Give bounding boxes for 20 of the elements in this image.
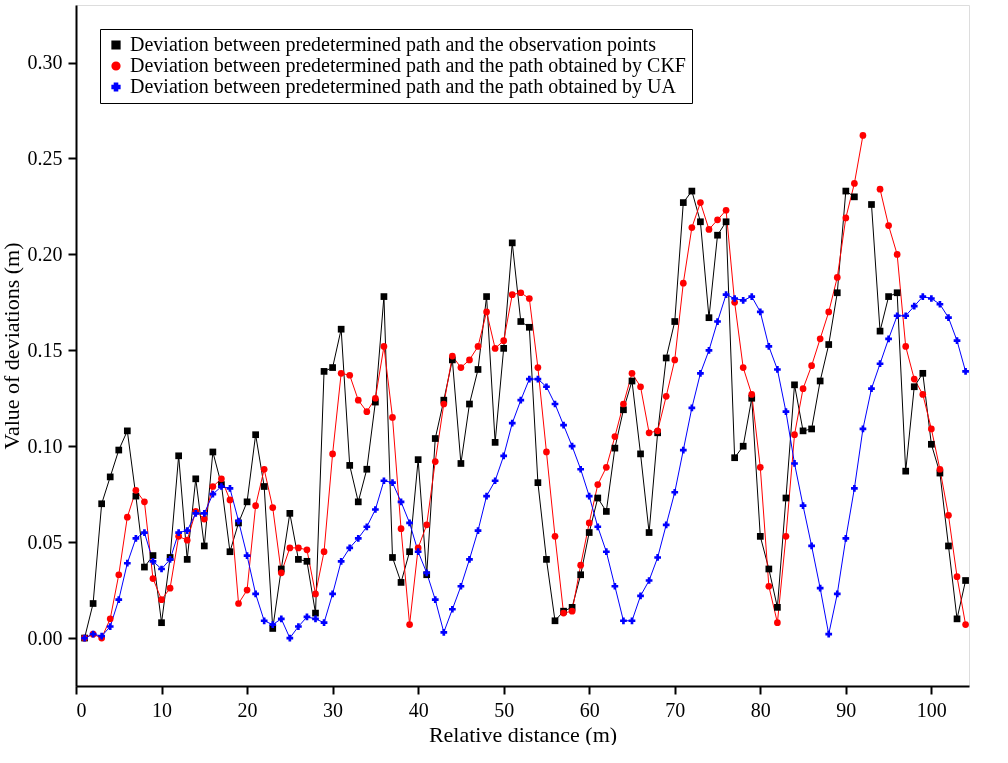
y-tick-label: 0.15 [27, 338, 63, 361]
y-tick-label: 0.00 [27, 626, 63, 649]
x-tick-label: 80 [750, 698, 771, 721]
x-tick-label: 50 [494, 698, 515, 721]
x-tick-label: 90 [836, 698, 857, 721]
x-tick-label: 60 [579, 698, 600, 721]
x-tick-label: 70 [665, 698, 686, 721]
legend-label: Deviation between predetermined path and the observation points [130, 33, 657, 56]
x-tick-label: 0 [76, 698, 87, 721]
y-tick-label: 0.30 [27, 51, 63, 74]
y-axis-title: Value of deviations (m) [0, 242, 24, 450]
x-tick-label: 100 [916, 698, 947, 721]
x-tick-label: 10 [152, 698, 173, 721]
x-tick-label: 30 [323, 698, 344, 721]
y-tick-label: 0.05 [27, 530, 63, 553]
x-tick-label: 40 [408, 698, 429, 721]
y-tick-label: 0.25 [27, 146, 63, 169]
y-tick-label: 0.10 [27, 434, 63, 457]
y-tick-label: 0.20 [27, 242, 63, 265]
x-tick-label: 20 [237, 698, 258, 721]
